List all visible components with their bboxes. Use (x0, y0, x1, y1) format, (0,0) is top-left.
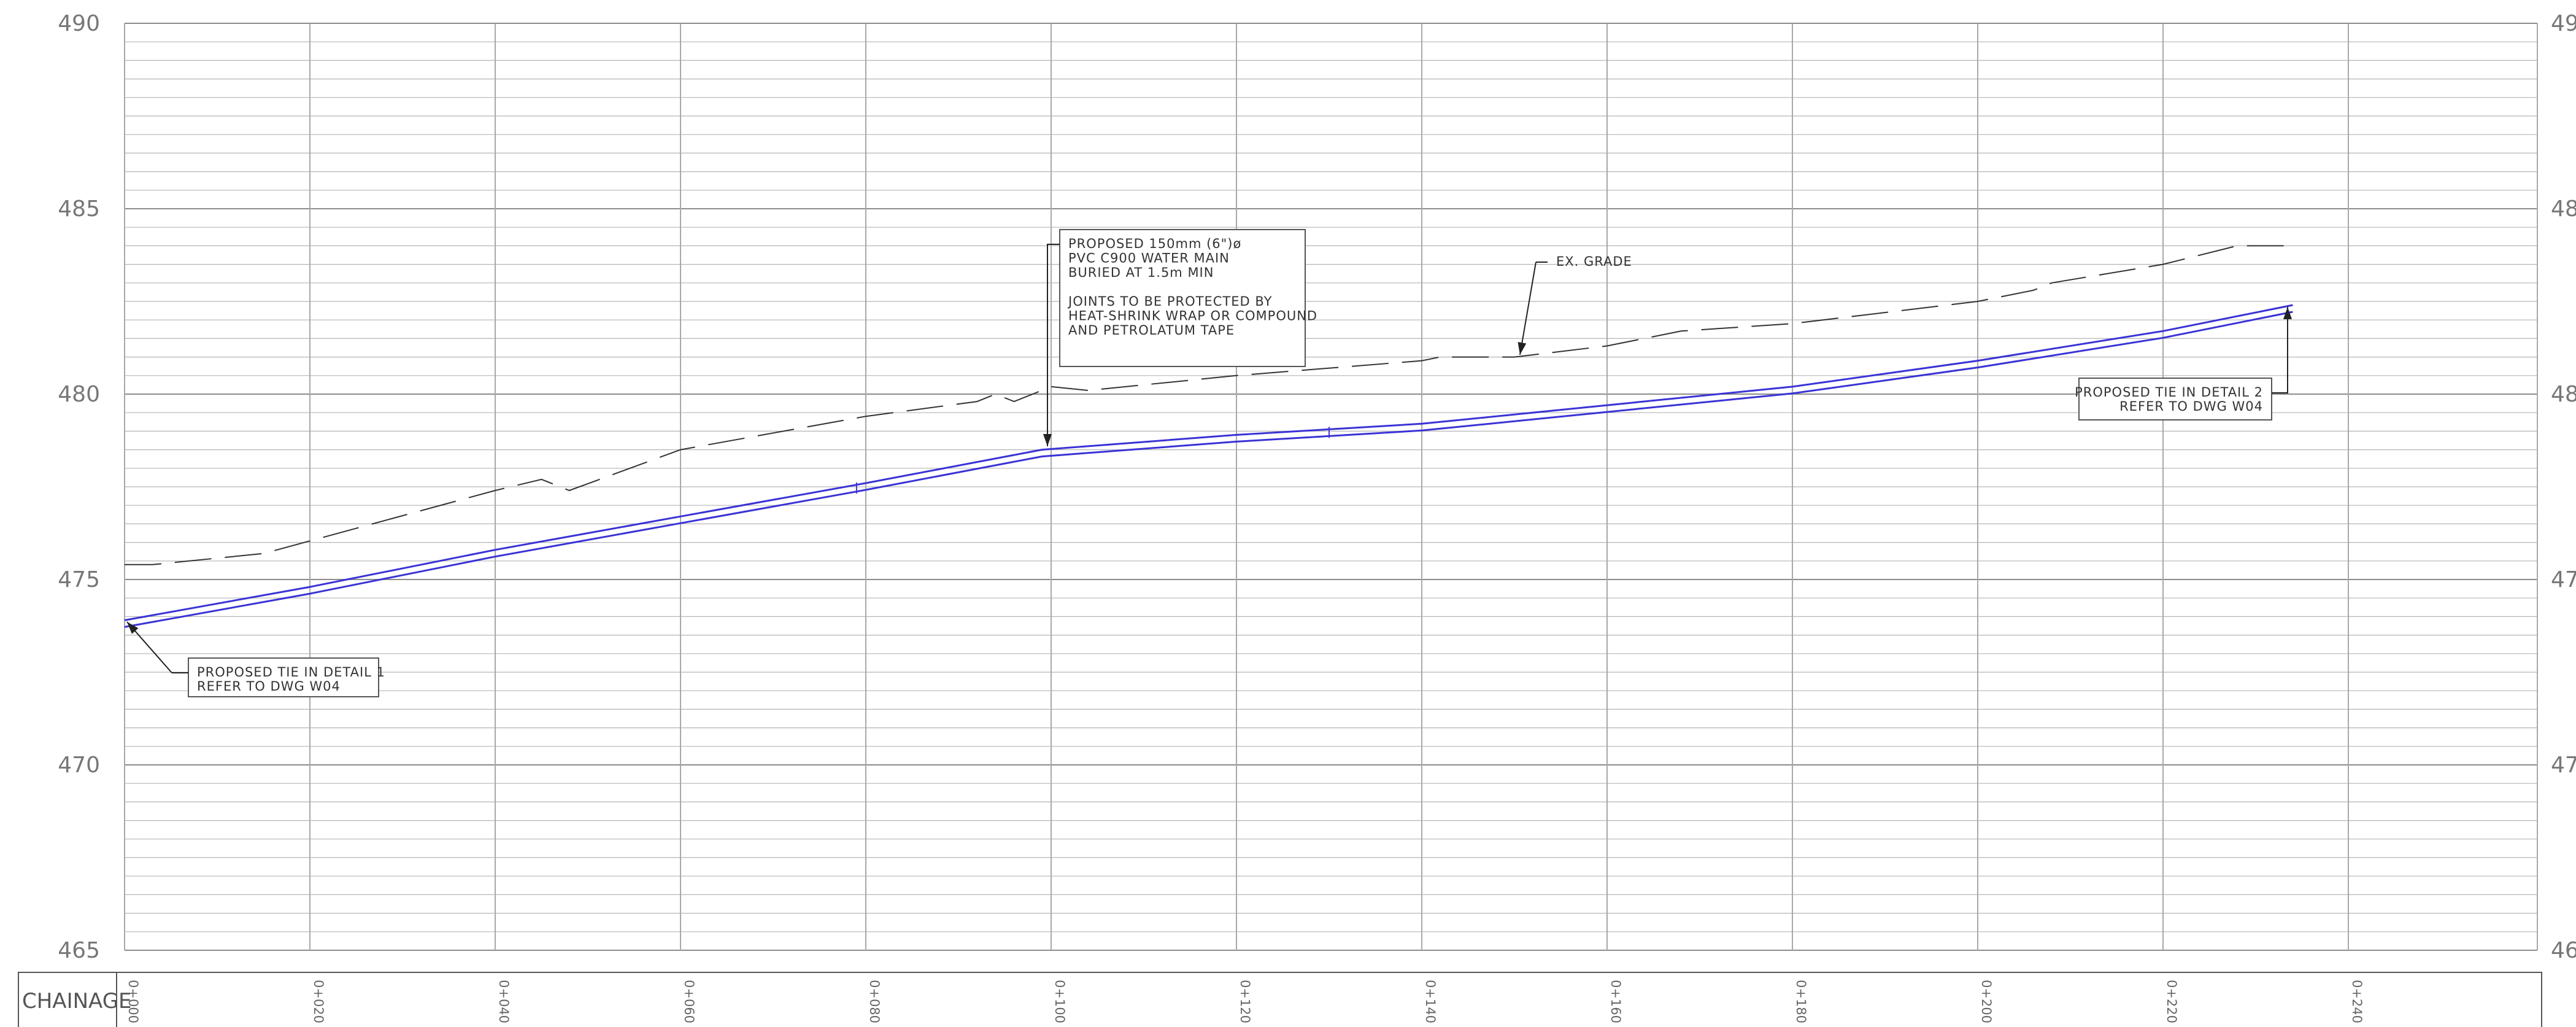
x-tick-label: 0+120 (1238, 980, 1252, 1023)
tie-in-2-leader-line (2272, 335, 2288, 393)
y-tick-label-left: 480 (58, 382, 100, 407)
x-tick-label: 0+080 (867, 980, 882, 1023)
tie-in-1-box (188, 657, 379, 697)
x-tick-label: 0+040 (496, 980, 511, 1023)
x-tick-label: 0+060 (682, 980, 696, 1023)
tie-in-2-arrowhead (2283, 307, 2292, 319)
y-tick-label-left: 470 (58, 753, 100, 778)
x-tick-label: 0+100 (1052, 980, 1067, 1023)
water-main-top-line (124, 304, 2293, 621)
chainage-band-frame (18, 972, 2542, 1027)
y-tick-label-left: 475 (58, 567, 100, 592)
x-tick-label: 0+020 (311, 980, 326, 1023)
x-tick-label: 0+240 (2350, 980, 2364, 1023)
tie-in-2-box (2078, 378, 2272, 420)
y-tick-label-right: 47 (2551, 753, 2576, 778)
tie-in-1-arrowhead (127, 622, 139, 634)
x-tick-label: 0+140 (1423, 980, 1438, 1023)
chainage-title: CHAINAGE (22, 989, 132, 1013)
tie-in-1-line: PROPOSED TIE IN DETAIL 1 (197, 665, 385, 680)
major-gridlines (124, 23, 2538, 951)
main-note-leader-line (1047, 244, 1060, 439)
main-note-line: HEAT-SHRINK WRAP OR COMPOUND (1068, 309, 1317, 324)
x-tick-label: 0+180 (1794, 980, 1808, 1023)
main-note-line: JOINTS TO BE PROTECTED BY (1067, 294, 1272, 309)
x-tick-label: 0+000 (126, 980, 141, 1023)
main-note-arrowhead (1043, 434, 1052, 446)
existing-grade-line (125, 245, 2293, 565)
y-axis-labels: 490 49 485 48 480 48 475 47 470 47 465 46 (58, 11, 2576, 963)
main-note-line: AND PETROLATUM TAPE (1068, 323, 1235, 338)
tie-in-1-line: REFER TO DWG W04 (197, 679, 341, 694)
main-note-line: PROPOSED 150mm (6")ø (1068, 236, 1241, 251)
ex-grade-leader (1519, 262, 1537, 355)
ex-grade-arrowhead (1517, 342, 1527, 355)
tie-in-2-line: PROPOSED TIE IN DETAIL 2 (2075, 385, 2263, 400)
x-tick-label: 0+200 (1979, 980, 1994, 1023)
y-tick-label-right: 46 (2551, 938, 2576, 963)
y-tick-label-right: 47 (2551, 567, 2576, 592)
y-tick-label-right: 49 (2551, 11, 2576, 36)
y-tick-label-right: 48 (2551, 196, 2576, 222)
ex-grade-label: EX. GRADE (1556, 254, 1632, 269)
series-layer (124, 245, 2293, 628)
x-tick-label: 0+220 (2164, 980, 2179, 1023)
tie-in-2-line: REFER TO DWG W04 (2119, 399, 2263, 414)
water-main-bottom-line (124, 311, 2293, 628)
x-tick-label: 0+160 (1608, 980, 1623, 1023)
main-note-box (1059, 229, 1306, 367)
y-tick-label-right: 48 (2551, 382, 2576, 407)
minor-gridlines (125, 41, 2537, 932)
y-tick-label-left: 465 (58, 938, 100, 963)
y-tick-label-left: 490 (58, 11, 100, 36)
y-tick-label-left: 485 (58, 196, 100, 222)
main-note-line: BURIED AT 1.5m MIN (1068, 265, 1214, 280)
main-note-line: PVC C900 WATER MAIN (1068, 251, 1230, 266)
